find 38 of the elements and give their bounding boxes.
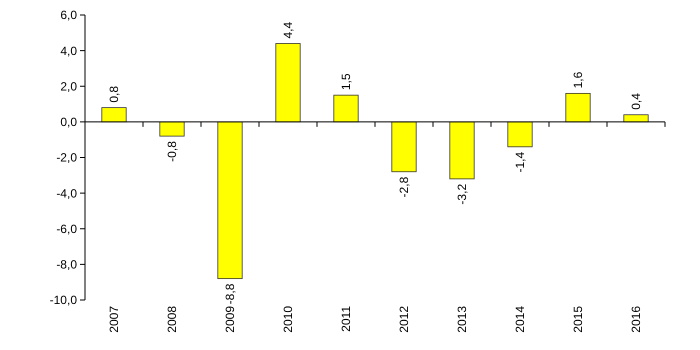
bar: [333, 94, 359, 122]
data-label: -0,8: [165, 140, 180, 162]
y-tick-label: 0,0: [60, 115, 78, 130]
data-label: -8,8: [223, 283, 238, 304]
data-label: 4,4: [281, 21, 296, 38]
data-label: 0,8: [107, 86, 122, 103]
y-tick-label: 6,0: [60, 8, 78, 22]
data-label: -2,8: [397, 176, 412, 198]
bar: [101, 107, 127, 122]
x-tick-label: 2012: [397, 306, 412, 333]
y-tick-label: -4,0: [56, 186, 78, 200]
bar: [275, 43, 301, 122]
x-tick-label: 2010: [281, 306, 296, 333]
x-tick-label: 2007: [107, 306, 122, 333]
bar: [217, 121, 243, 280]
x-tick-label: 2016: [629, 306, 644, 333]
x-tick-label: 2011: [339, 306, 354, 332]
y-tick-label: -6,0: [56, 222, 78, 236]
y-tick-label: -2,0: [56, 150, 78, 165]
data-label: -3,2: [455, 184, 470, 205]
x-tick-label: 2008: [165, 306, 180, 333]
data-label: 1,5: [339, 73, 354, 90]
bar: [507, 121, 533, 148]
y-tick-label: 4,0: [60, 44, 78, 58]
y-tick-label: -8,0: [56, 258, 78, 272]
x-tick-label: 2013: [455, 306, 470, 333]
x-tick-label: 2009: [223, 306, 238, 333]
data-label: -1,4: [513, 151, 528, 172]
data-label: 1,6: [571, 71, 586, 88]
x-tick-label: 2015: [571, 306, 586, 333]
bar: [565, 92, 591, 122]
data-label: 0,4: [629, 92, 644, 110]
x-tick-label: 2014: [513, 306, 528, 333]
bar: [391, 121, 417, 172]
bar: [159, 121, 185, 137]
bar: [449, 121, 475, 180]
y-tick-label: -10,0: [50, 293, 78, 308]
y-tick-label: 2,0: [60, 79, 78, 94]
